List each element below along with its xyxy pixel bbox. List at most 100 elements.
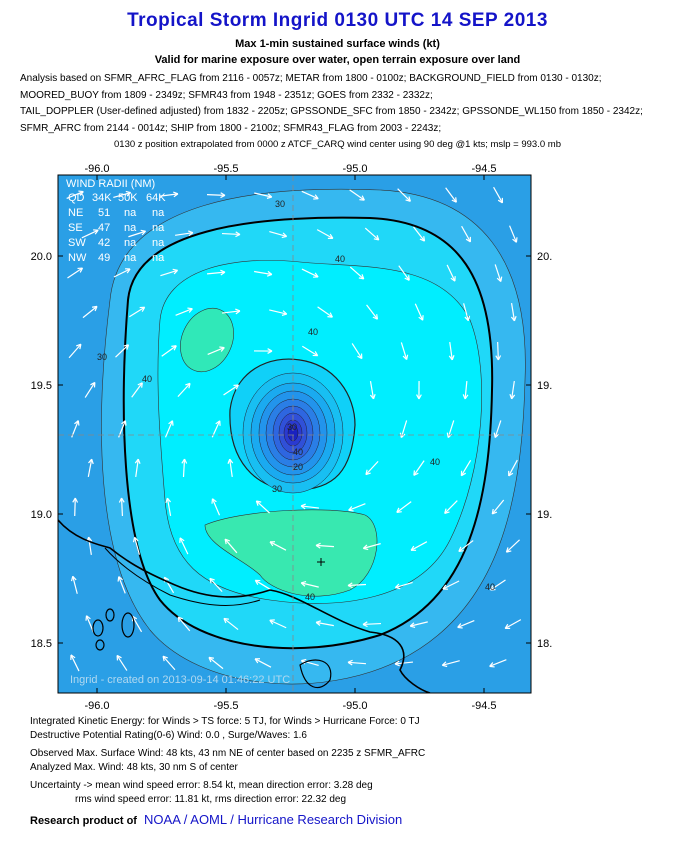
wind-arrowhead bbox=[327, 312, 333, 318]
wind-radii-cell: na bbox=[152, 237, 165, 249]
wind-arrowhead bbox=[187, 307, 193, 313]
island bbox=[92, 619, 104, 637]
wind-arrow bbox=[400, 342, 408, 360]
wind-arrowhead bbox=[125, 190, 132, 197]
wind-arrow bbox=[397, 188, 411, 202]
wind-arrow bbox=[162, 655, 176, 671]
y-tick-label: 19.5 bbox=[31, 380, 52, 392]
y-tick-label: 20. bbox=[537, 251, 552, 263]
wind-arrowhead bbox=[357, 353, 363, 360]
y-tick-label: 19. bbox=[537, 509, 552, 521]
wind-arrow bbox=[255, 500, 271, 514]
wind-radii-cell: NW bbox=[68, 252, 87, 264]
wind-arrow bbox=[164, 420, 174, 438]
wind-radii-header: 34K bbox=[92, 192, 112, 204]
wind-radii-cell: SW bbox=[68, 237, 86, 249]
wind-arrowhead bbox=[362, 544, 369, 551]
wind-arrow bbox=[317, 306, 333, 318]
wind-arrowhead bbox=[365, 469, 371, 476]
wind-arrowhead bbox=[165, 497, 172, 504]
analysis-line: TAIL_DOPPLER (User-defined adjusted) fro… bbox=[20, 106, 643, 117]
map-field: 30 40 40 30 40 40 30 40 40 30 20 40 WIND RADII (NM) Q… bbox=[58, 175, 531, 693]
wind-radii-cell: 42 bbox=[98, 237, 110, 249]
wind-arrowhead bbox=[491, 508, 498, 515]
wind-arrow bbox=[163, 576, 175, 594]
wind-arrowhead bbox=[220, 269, 226, 276]
wind-arrow bbox=[177, 382, 191, 398]
wind-arrowhead bbox=[409, 622, 416, 628]
wind-arrowhead bbox=[132, 536, 139, 543]
wind-arrowhead bbox=[465, 236, 471, 243]
contour-label: 30 bbox=[287, 422, 297, 432]
wind-arrowhead bbox=[85, 615, 91, 621]
wind-arrow bbox=[366, 304, 378, 320]
x-tick-label: -95.5 bbox=[213, 700, 238, 712]
wind-radii-cell: na bbox=[124, 207, 137, 219]
contour-label: 30 bbox=[272, 484, 282, 494]
wind-arrow bbox=[166, 498, 172, 516]
wind-arrowhead bbox=[235, 308, 241, 315]
wind-arrowhead bbox=[233, 384, 239, 390]
contour-label: 40 bbox=[430, 457, 440, 467]
wind-arrow bbox=[349, 189, 365, 201]
wind-arrow bbox=[223, 384, 239, 396]
footer-line: Destructive Potential Rating(0-6) Wind: … bbox=[30, 730, 307, 741]
wind-arrow bbox=[255, 579, 271, 591]
wind-radii-title: WIND RADII (NM) bbox=[66, 178, 155, 190]
contour-label: 40 bbox=[308, 327, 318, 337]
wind-arrow bbox=[211, 420, 221, 438]
wind-arrowhead bbox=[162, 655, 168, 662]
wind-arrowhead bbox=[181, 458, 188, 464]
wind-arrowhead bbox=[313, 272, 319, 278]
y-tick-label: 20.0 bbox=[31, 251, 52, 263]
wind-arrowhead bbox=[300, 581, 307, 587]
wind-arrow bbox=[509, 225, 517, 243]
x-tick-label: -95.5 bbox=[213, 163, 238, 175]
wind-arrow bbox=[398, 265, 410, 281]
wind-arrow bbox=[460, 459, 472, 477]
wind-arrowhead bbox=[168, 420, 174, 426]
wind-arrowhead bbox=[185, 382, 191, 389]
wind-arrow bbox=[365, 460, 379, 476]
wind-arrowhead bbox=[267, 348, 273, 354]
island bbox=[121, 612, 135, 638]
wind-arrowhead bbox=[410, 545, 417, 551]
wind-arrow bbox=[72, 576, 78, 594]
wind-arrow bbox=[461, 225, 471, 243]
wind-arrowhead bbox=[70, 575, 77, 582]
wind-arrow bbox=[223, 617, 239, 631]
footer-line: Analyzed Max. Wind: 48 kts, 30 nm S of c… bbox=[30, 762, 238, 773]
wind-arrowhead bbox=[505, 547, 512, 553]
wind-arrowhead bbox=[209, 577, 215, 584]
wind-arrow bbox=[316, 621, 334, 627]
wind-arrowhead bbox=[88, 458, 94, 465]
max-wind-marker bbox=[317, 558, 325, 566]
wind-arrow bbox=[445, 187, 457, 203]
wind-arrow bbox=[347, 661, 367, 665]
wind-arrowhead bbox=[78, 190, 84, 196]
wind-arrow bbox=[394, 661, 414, 665]
wind-radii-cell: na bbox=[124, 252, 137, 264]
wind-arrow bbox=[115, 344, 129, 358]
wind-arrowhead bbox=[137, 382, 143, 388]
coastline bbox=[104, 547, 261, 606]
wind-radii-cell: na bbox=[152, 222, 165, 234]
wind-arrow bbox=[116, 655, 128, 671]
wind-arrow bbox=[363, 543, 381, 549]
wind-arrow bbox=[396, 501, 412, 513]
wind-arrowhead bbox=[402, 354, 409, 361]
wind-arrow bbox=[347, 583, 367, 587]
wind-arrowhead bbox=[358, 274, 365, 280]
wind-arrowhead bbox=[117, 576, 123, 582]
wind-arrow bbox=[175, 308, 193, 316]
wind-arrow bbox=[160, 269, 178, 277]
footer-line: Integrated Kinetic Energy: for Winds > T… bbox=[30, 716, 420, 727]
wind-arrow bbox=[410, 621, 428, 627]
wind-arrowhead bbox=[509, 394, 516, 400]
wind-arrowhead bbox=[362, 621, 368, 628]
contour-label: 30 bbox=[275, 199, 285, 209]
wind-arrowhead bbox=[140, 229, 147, 236]
credit-link[interactable]: NOAA / AOML / Hurricane Research Divisio… bbox=[144, 812, 403, 827]
wind-arrow bbox=[66, 191, 84, 199]
